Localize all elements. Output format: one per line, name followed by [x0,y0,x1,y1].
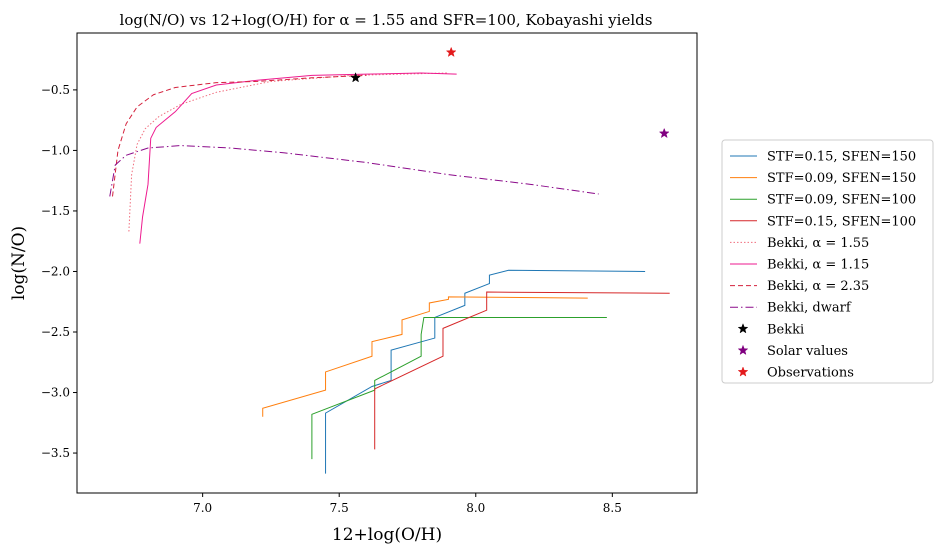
legend-label: Observations [767,366,854,381]
plot-area [76,32,698,494]
y-tick-label: −2.5 [41,325,70,339]
legend-label: Bekki [767,322,804,337]
legend-swatch [737,323,749,334]
y-tick-label: −3.5 [41,446,70,460]
x-tick-label: 8.5 [603,501,622,515]
series-point-8 [350,72,362,83]
legend-label: Bekki, α = 1.55 [767,236,869,251]
legend-swatch [737,344,749,356]
series-point-10 [445,46,457,57]
y-axis-label: log(N/O) [9,226,29,300]
y-tick-label: −3.0 [41,386,70,400]
series-line-3 [374,291,670,450]
series-line-5 [139,72,457,244]
series-line-7 [109,145,599,197]
legend-label: Bekki, α = 2.35 [767,279,869,294]
series-line-4 [128,72,449,232]
legend-label: STF=0.15, SFEN=100 [767,214,916,229]
y-tick-label: −1.0 [41,143,70,157]
legend-items: STF=0.15, SFEN=150 STF=0.09, SFEN=150 STF=… [730,150,916,381]
series-line-2 [311,316,607,460]
legend-label: Bekki, α = 1.15 [767,258,869,273]
legend-frame [721,139,934,384]
legend-label: Solar values [767,344,848,359]
y-axis: −0.5 −1.0 −1.5 −2.0 −2.5 −3.0 −3.5 [41,83,77,460]
series-line-0 [325,269,646,474]
series-line-1 [262,296,588,417]
x-tick-label: 7.0 [193,501,212,515]
legend-label: STF=0.09, SFEN=150 [767,171,916,186]
y-tick-label: −2.0 [41,264,70,278]
series-layer [109,46,670,474]
series-line-6 [112,74,367,197]
x-tick-label: 8.0 [466,501,485,515]
legend-label: STF=0.09, SFEN=100 [767,193,916,208]
x-axis-label: 12+log(O/H) [332,525,442,545]
x-axis: 7.0 7.5 8.0 8.5 [193,493,622,515]
legend-swatch [737,366,749,377]
x-tick-label: 7.5 [330,501,349,515]
legend-label: STF=0.15, SFEN=150 [767,150,916,165]
y-tick-label: −1.5 [41,204,70,218]
legend-label: Bekki, dwarf [767,301,852,316]
series-point-9 [658,127,670,139]
legend: STF=0.15, SFEN=150 STF=0.09, SFEN=150 STF=… [721,139,934,384]
y-tick-label: −0.5 [41,83,70,97]
chart-title: log(N/O) vs 12+log(O/H) for α = 1.55 and… [120,11,653,29]
